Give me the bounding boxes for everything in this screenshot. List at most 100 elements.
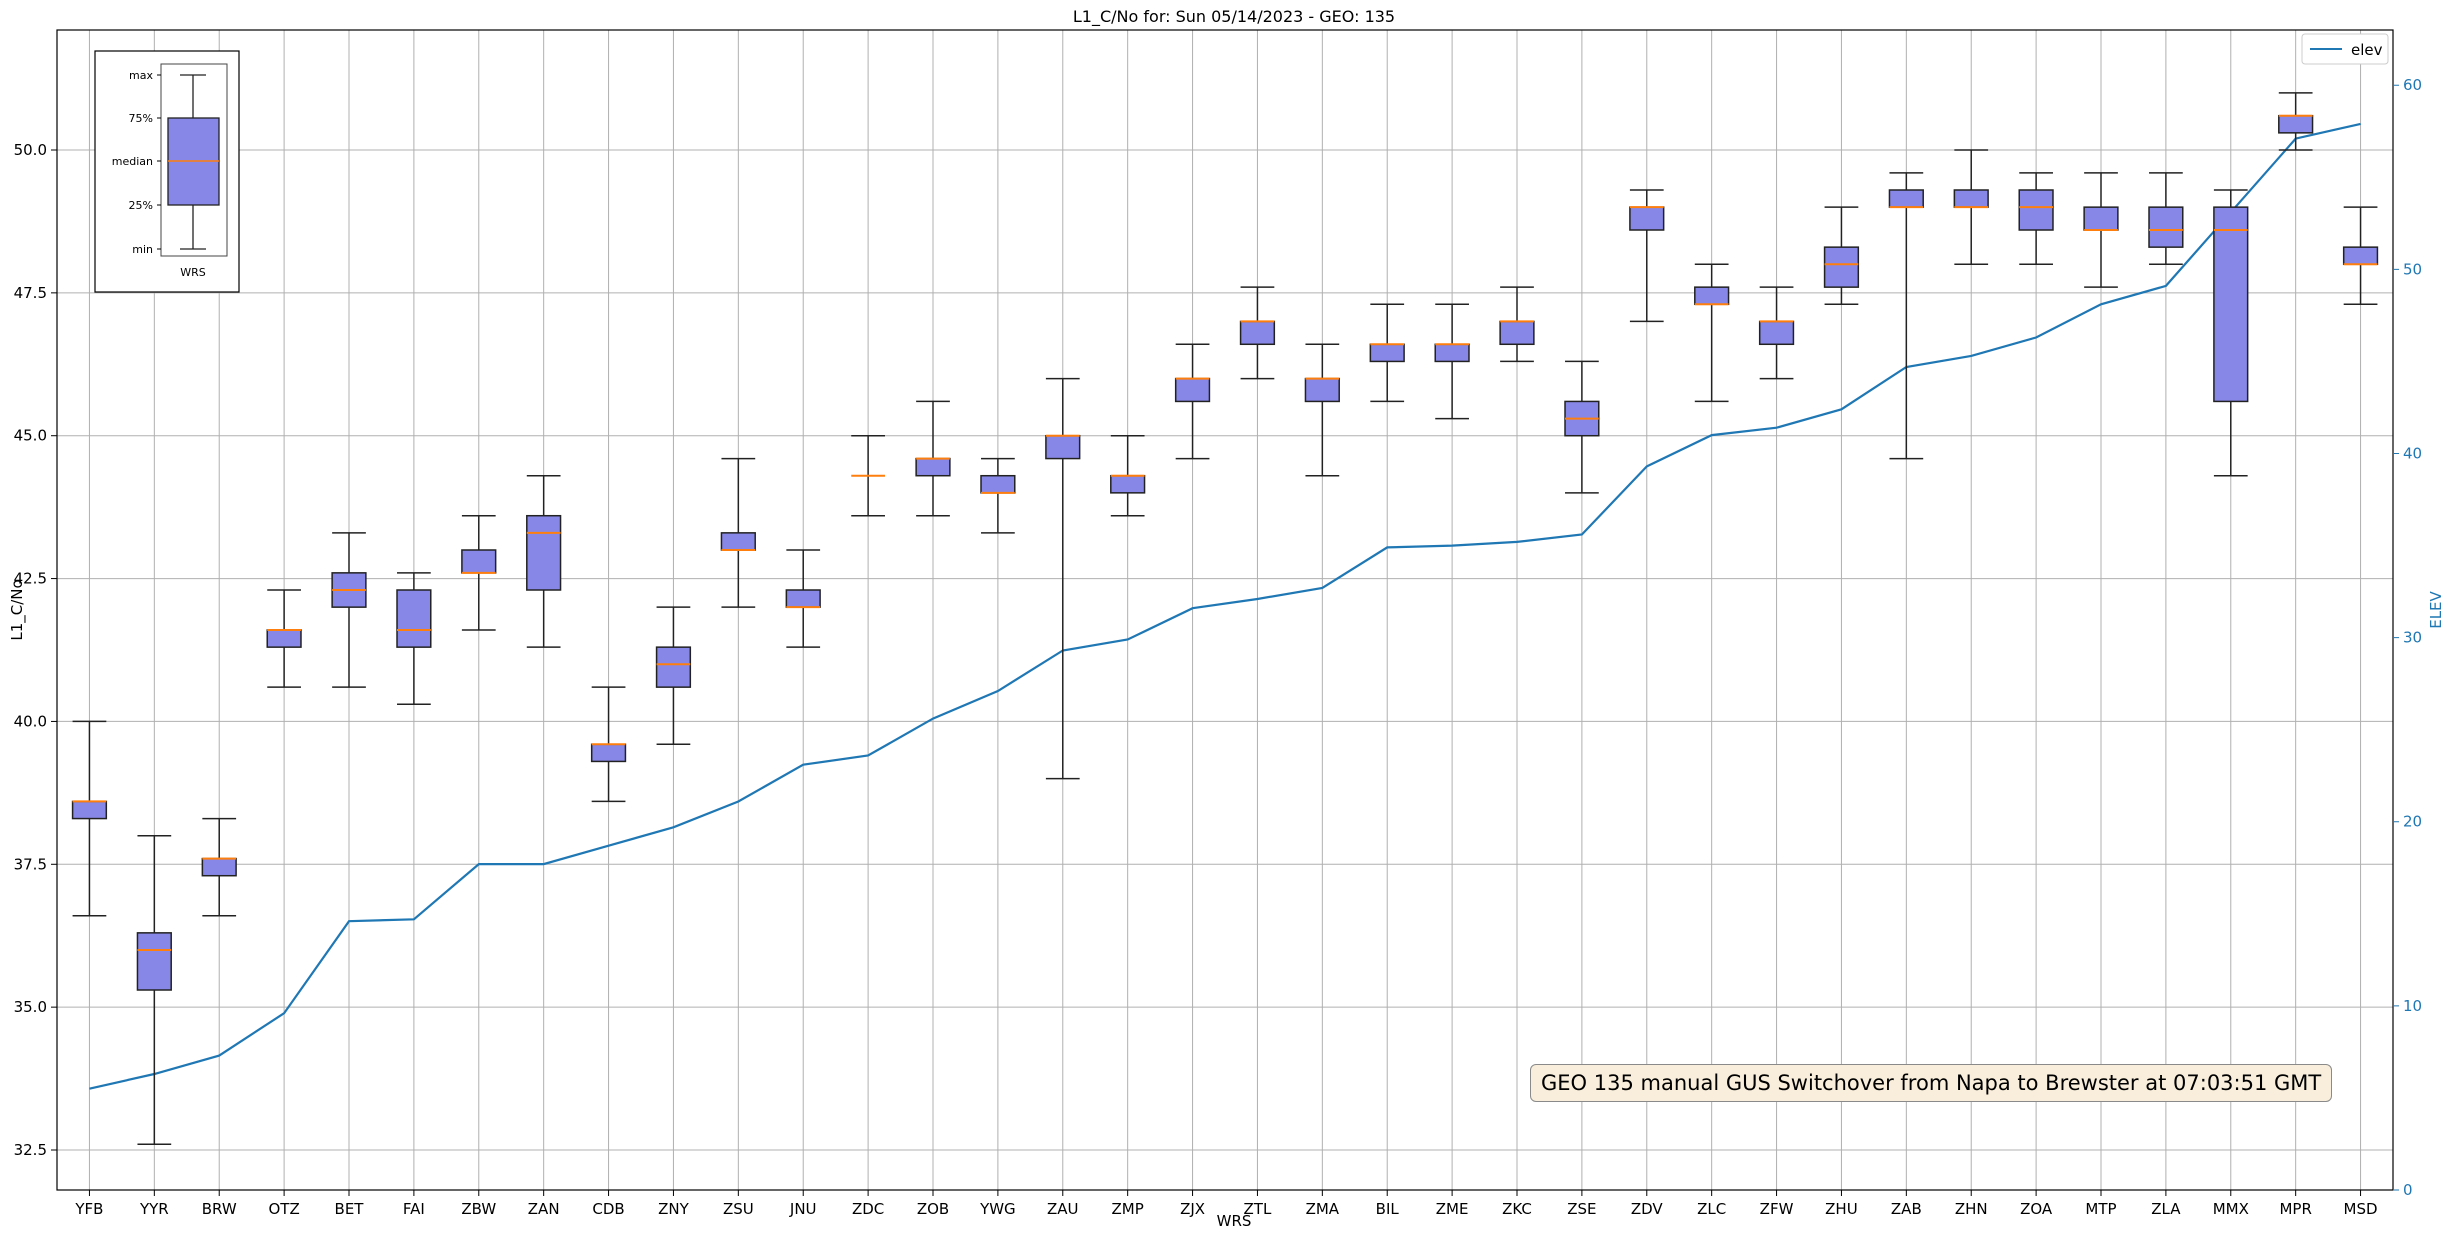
x-tick-label: ZAB — [1891, 1200, 1922, 1218]
boxes — [71, 92, 2379, 1146]
legend: elev — [2301, 33, 2389, 65]
legend-frame — [2301, 33, 2389, 65]
inset-label-2: median — [112, 155, 153, 168]
inset-label-1: 75% — [129, 112, 153, 125]
y-tick-label: 42.5 — [14, 570, 47, 588]
inset-label-0: max — [129, 69, 153, 82]
x-tick-label: ZSE — [1567, 1200, 1596, 1218]
box-iqr — [136, 932, 172, 991]
y2-tick-label: 60 — [2403, 76, 2422, 94]
legend-label: elev — [2351, 41, 2383, 59]
box-mpr — [2278, 92, 2314, 151]
box-zme — [1434, 303, 1470, 420]
box-zfw — [1758, 286, 1795, 380]
box-iqr — [2148, 206, 2184, 248]
box-iqr — [201, 857, 237, 877]
box-zoa — [2018, 172, 2054, 266]
box-msd — [2342, 206, 2379, 306]
x-tick-label: ZOA — [2020, 1200, 2053, 1218]
x-tick-label: ZFW — [1760, 1200, 1794, 1218]
x-tick-label: OTZ — [268, 1200, 299, 1218]
x-tick-label: ZHN — [1955, 1200, 1988, 1218]
box-fai — [396, 572, 432, 706]
box-otz — [266, 589, 302, 688]
box-iqr — [2278, 114, 2314, 134]
box-iqr — [590, 743, 627, 763]
y-axis-label: L1_C/No — [8, 579, 27, 640]
x-tick-label: BET — [335, 1200, 365, 1218]
box-zny — [655, 606, 692, 746]
box-iqr — [915, 457, 951, 477]
box-zmp — [1110, 434, 1146, 517]
x-tick-label: ZMA — [1306, 1200, 1340, 1218]
box-zma — [1304, 343, 1340, 477]
x-tick-label: MSD — [2344, 1200, 2378, 1218]
x-tick-label: ZTL — [1244, 1200, 1272, 1218]
y-tick-label: 40.0 — [14, 712, 47, 730]
box-iqr — [1174, 377, 1211, 403]
box-iqr — [720, 532, 756, 551]
x-axis: YFB YYR BRW OTZ BET FAI ZBW ZAN CDB ZNY ZSU JNU ZDC Z… — [74, 1190, 2378, 1218]
x-tick-label: ZLC — [1697, 1200, 1726, 1218]
x-tick-label: ZKC — [1502, 1200, 1532, 1218]
x-tick-label: ZHU — [1825, 1200, 1858, 1218]
x-tick-label: ZJX — [1180, 1200, 1205, 1218]
boxplot-key-inset: max 75% median 25% min WRS — [94, 50, 240, 293]
y-tick-label: 35.0 — [14, 998, 47, 1016]
inset-label-4: min — [132, 243, 153, 256]
x-tick-label: ZDV — [1631, 1200, 1664, 1218]
box-iqr — [1304, 377, 1340, 403]
y-tick-label: 50.0 — [14, 141, 47, 159]
inset-axes — [160, 63, 228, 257]
box-iqr — [1369, 343, 1405, 363]
box-iqr — [2018, 189, 2054, 231]
box-iqr — [785, 589, 821, 608]
y2-tick-label: 0 — [2403, 1181, 2413, 1199]
box-zlc — [1694, 263, 1730, 403]
y2-tick-label: 20 — [2403, 813, 2422, 831]
box-iqr — [1823, 246, 1860, 288]
box-zbw — [461, 514, 497, 631]
y2-tick-label: 10 — [2403, 997, 2422, 1015]
x-tick-label: ZNY — [658, 1200, 689, 1218]
box-brw — [201, 817, 237, 917]
box-iqr — [526, 514, 562, 591]
box-iqr — [1434, 343, 1470, 363]
inset-label-3: 25% — [129, 199, 153, 212]
box-iqr — [2342, 246, 2379, 266]
box-zkc — [1499, 286, 1535, 363]
x-tick-label: BRW — [202, 1200, 237, 1218]
box-iqr — [980, 474, 1016, 494]
y2-tick-label: 50 — [2403, 260, 2422, 278]
y2-axis: 0 10 20 30 40 50 60 — [2393, 76, 2422, 1199]
x-tick-label: BIL — [1376, 1200, 1400, 1218]
inset-xlabel: WRS — [180, 266, 206, 279]
x-tick-label: JNU — [789, 1200, 817, 1218]
box-ztl — [1239, 286, 1276, 380]
x-tick-label: ZMP — [1112, 1200, 1144, 1218]
box-zdv — [1629, 189, 1665, 323]
y2-tick-label: 40 — [2403, 444, 2422, 462]
y-axis: 32.5 35.0 37.5 40.0 42.5 45.0 47.5 50.0 — [14, 141, 57, 1159]
elev-line — [89, 122, 2361, 1090]
box-zjx — [1174, 343, 1211, 460]
x-tick-label: ZAN — [528, 1200, 560, 1218]
box-iqr — [655, 646, 692, 688]
x-axis-label: WRS — [1217, 1212, 1252, 1230]
box-zdc — [851, 434, 885, 517]
x-tick-label: CDB — [592, 1200, 624, 1218]
box-ywg — [980, 457, 1016, 534]
y-tick-label: 32.5 — [14, 1141, 47, 1159]
x-tick-label: ZSU — [723, 1200, 754, 1218]
box-zob — [915, 400, 951, 517]
y-tick-label: 45.0 — [14, 427, 47, 445]
x-tick-label: YFB — [74, 1200, 103, 1218]
x-tick-label: ZAU — [1047, 1200, 1079, 1218]
box-zla — [2148, 172, 2184, 266]
box-zau — [1045, 377, 1081, 780]
chart-title: L1_C/No for: Sun 05/14/2023 - GEO: 135 — [1073, 7, 1395, 27]
inset-labels: max 75% median 25% min — [112, 69, 161, 256]
box-zse — [1564, 360, 1600, 494]
box-iqr — [1758, 320, 1795, 346]
